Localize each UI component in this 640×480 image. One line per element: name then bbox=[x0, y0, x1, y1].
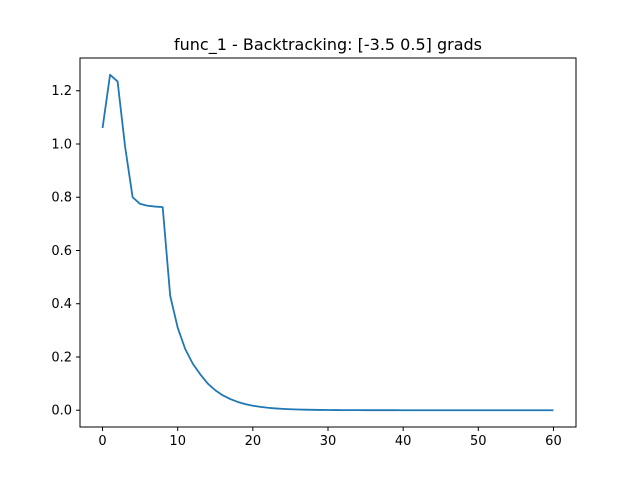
chart-title: func_1 - Backtracking: [-3.5 0.5] grads bbox=[174, 35, 482, 55]
y-tick-label: 0.0 bbox=[51, 404, 72, 419]
x-tick-label: 40 bbox=[395, 434, 412, 449]
y-tick-label: 0.8 bbox=[51, 191, 72, 206]
x-tick-label: 10 bbox=[169, 434, 186, 449]
y-tick-label: 1.2 bbox=[51, 84, 72, 99]
x-tick-label: 50 bbox=[470, 434, 487, 449]
y-tick-label: 0.4 bbox=[51, 297, 72, 312]
series-line bbox=[101, 73, 554, 412]
y-tick-label: 0.6 bbox=[51, 244, 72, 259]
x-tick-label: 20 bbox=[245, 434, 262, 449]
y-tick-label: 0.2 bbox=[51, 350, 72, 365]
axes-frame bbox=[79, 57, 577, 428]
x-tick-label: 60 bbox=[545, 434, 562, 449]
y-tick-label: 1.0 bbox=[51, 137, 72, 152]
x-tick-label: 0 bbox=[98, 434, 106, 449]
x-tick-label: 30 bbox=[320, 434, 337, 449]
plot-area: 0 10 20 30 40 50 60 0.0 0.2 0.4 0.6 0.8 1.0 1.2 bbox=[51, 73, 562, 449]
